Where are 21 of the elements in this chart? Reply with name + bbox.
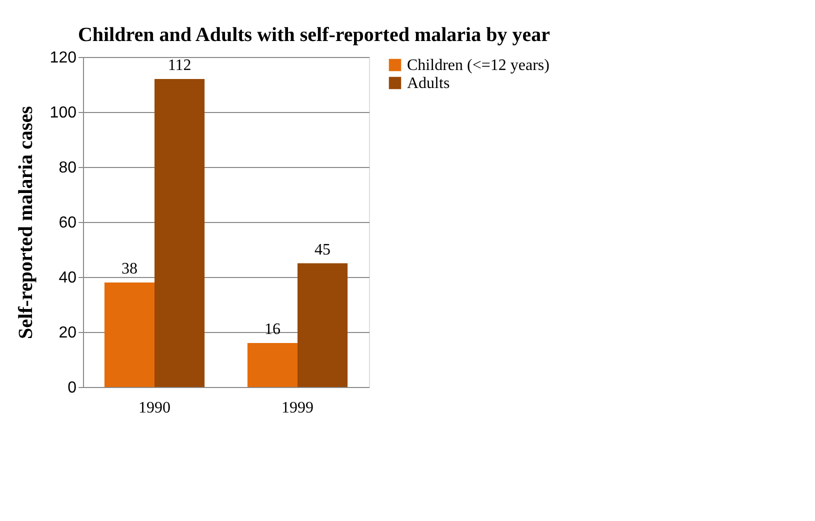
bar [298,263,348,387]
bar [104,282,154,387]
data-label: 45 [314,241,331,258]
x-tick-label: 1990 [138,400,170,416]
y-tick-label: 80 [58,160,77,176]
data-label: 38 [121,260,138,278]
y-tick-label: 20 [58,324,77,342]
y-tick-label: 60 [58,214,77,232]
y-tick-label: 120 [50,50,77,66]
legend-label: Adults [407,75,450,92]
bar [154,79,205,387]
y-tick-label: 40 [58,270,77,286]
bar [247,343,298,387]
x-tick-label: 1999 [282,400,314,416]
data-label: 16 [264,321,280,338]
legend-label: Children (<=12 years) [407,57,550,74]
y-tick-label: 100 [50,104,77,122]
y-axis-title: Self-reported malaria cases [14,106,37,339]
y-tick-label: 0 [68,380,77,396]
chart-title: Children and Adults with self-reported malaria by year [78,24,550,46]
data-label: 112 [168,57,192,74]
